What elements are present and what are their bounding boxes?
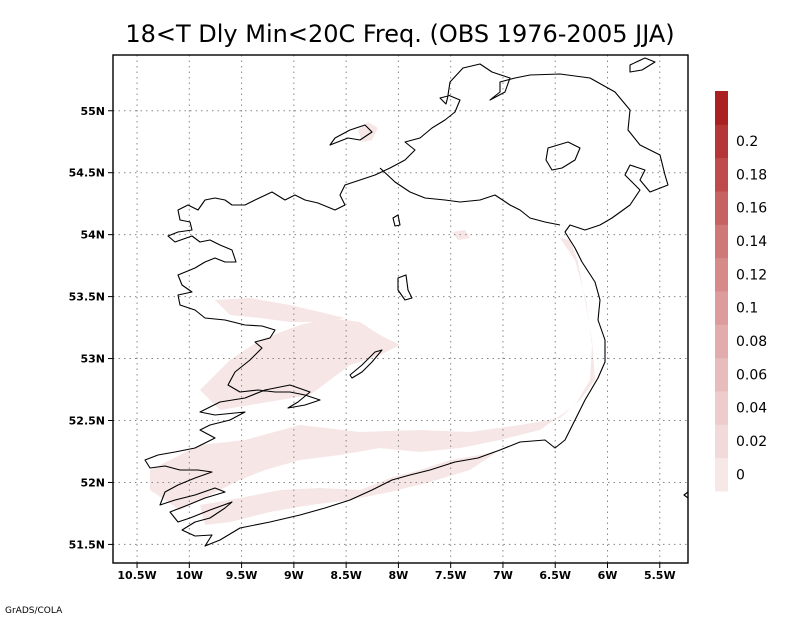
- lon-tick-label-9: 6W: [598, 569, 618, 582]
- colorbar-label-3: 0.06: [736, 367, 767, 383]
- colorbar: 0 0.02 0.04 0.06 0.08 0.1 0.12 0.14 0.16 0.18 0.2: [715, 91, 767, 492]
- colorbar-segment-11: [715, 91, 728, 125]
- graticule: [113, 55, 688, 563]
- lon-tick-label-3: 9W: [284, 569, 304, 582]
- lon-tick-label-1: 10W: [176, 569, 203, 582]
- lat-tick-label-6: 54.5N: [69, 167, 105, 180]
- colorbar-label-10: 0.2: [736, 134, 758, 150]
- map-title: 18<T Dly Min<20C Freq. (OBS 1976-2005 JJ…: [125, 20, 674, 48]
- map-area: [113, 55, 688, 563]
- colorbar-label-1: 0.02: [736, 434, 767, 450]
- lon-tick-label-8: 6.5W: [539, 569, 571, 582]
- field-region-south-coast: [200, 450, 500, 525]
- colorbar-segment-1: [715, 424, 728, 459]
- lon-tick-label-10: 5.5W: [644, 569, 676, 582]
- colorbar-label-9: 0.18: [736, 167, 767, 183]
- colorbar-segment-5: [715, 291, 728, 325]
- islet-north: [439, 95, 449, 105]
- colorbar-segment-2: [715, 391, 728, 425]
- colorbar-segment-4: [715, 324, 728, 359]
- field-region-west: [215, 298, 345, 322]
- colorbar-label-0: 0: [736, 467, 745, 483]
- footer-credit: GrADS/COLA: [5, 606, 63, 616]
- lon-tick-label-0: 10.5W: [117, 569, 156, 582]
- field-region-north: [358, 122, 378, 142]
- lough-neagh: [545, 141, 581, 171]
- colorbar-label-5: 0.1: [736, 301, 758, 317]
- lon-tick-label-5: 8W: [389, 569, 409, 582]
- lat-tick-label-7: 55N: [80, 105, 105, 118]
- lough-erne: [392, 214, 401, 227]
- plot-frame: [112, 54, 689, 564]
- coastline-northern-ireland-border: [379, 167, 561, 226]
- donegal-peninsula: [329, 124, 373, 146]
- colorbar-segment-0: [715, 457, 728, 492]
- colorbar-label-6: 0.12: [736, 267, 767, 283]
- coastline: [144, 57, 688, 547]
- colorbar-label-7: 0.14: [736, 234, 767, 250]
- colorbar-label-8: 0.16: [736, 201, 767, 217]
- lat-tick-label-4: 53.5N: [69, 291, 105, 304]
- lough-derg: [349, 349, 383, 379]
- colorbar-segment-10: [715, 124, 728, 159]
- colorbar-label-4: 0.08: [736, 334, 767, 350]
- lon-tick-label-7: 7W: [493, 569, 513, 582]
- frequency-field: [150, 122, 595, 525]
- colorbar-segment-8: [715, 191, 728, 225]
- lat-tick-label-1: 52N: [80, 476, 105, 489]
- lat-tick-label-0: 51.5N: [69, 538, 105, 551]
- colorbar-segment-7: [715, 224, 728, 259]
- lat-tick-label-5: 54N: [80, 229, 105, 242]
- island-north-west: [629, 57, 656, 73]
- lough-ree: [397, 274, 413, 301]
- field-region-south-west: [150, 238, 595, 510]
- lon-tick-label-4: 8.5W: [330, 569, 362, 582]
- islet-east: [683, 491, 688, 499]
- colorbar-segment-6: [715, 257, 728, 292]
- field-region-shannon: [200, 318, 400, 410]
- lon-tick-label-6: 7.5W: [435, 569, 467, 582]
- lat-tick-label-2: 52.5N: [69, 415, 105, 428]
- lat-tick-label-3: 53N: [80, 353, 105, 366]
- coastline-ireland: [144, 63, 669, 547]
- colorbar-segment-9: [715, 157, 728, 192]
- colorbar-label-2: 0.04: [736, 401, 767, 417]
- lon-axis: 10.5W 10W 9.5W 9W 8.5W 8W 7.5W 7W 6.5W 6W 5.5W: [117, 563, 676, 582]
- lat-axis: 51.5N 52N 52.5N 53N 53.5N 54N 54.5N 55N: [69, 105, 113, 551]
- lon-tick-label-2: 9.5W: [226, 569, 258, 582]
- colorbar-segment-3: [715, 357, 728, 392]
